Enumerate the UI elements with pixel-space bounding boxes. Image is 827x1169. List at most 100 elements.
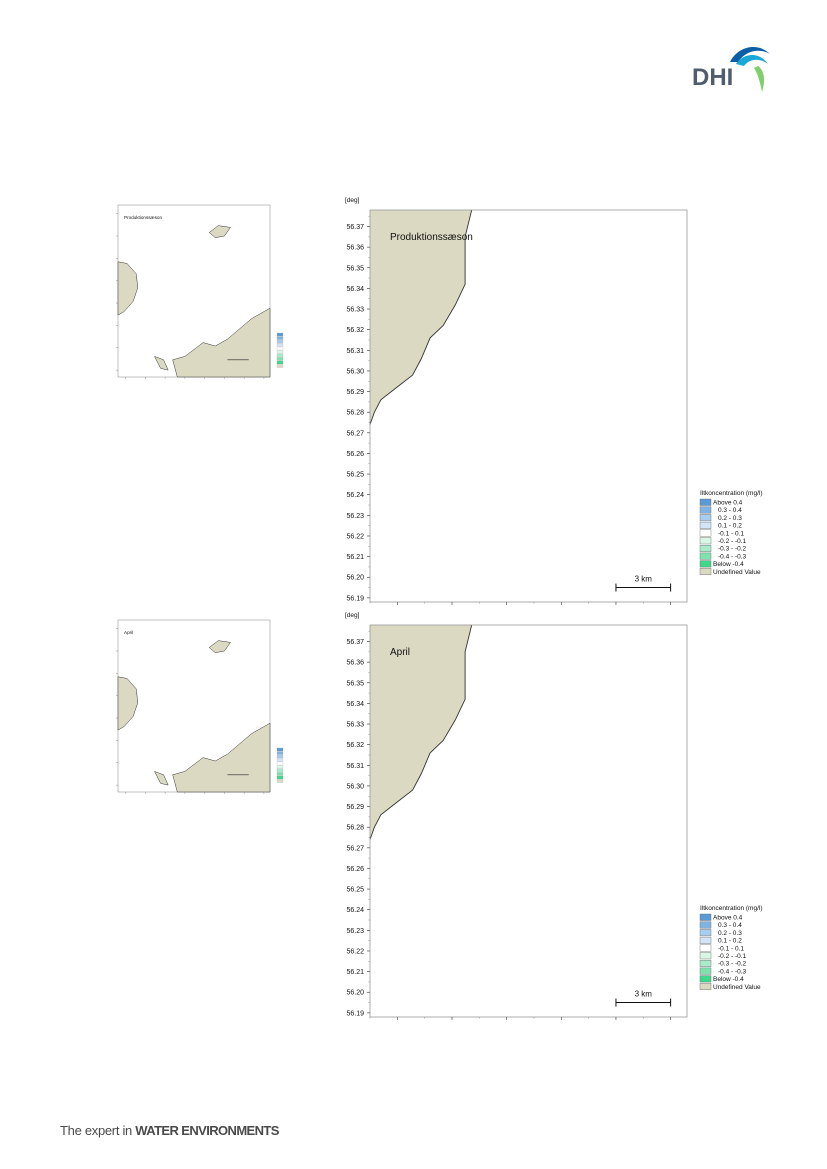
legend-item-label: 0.3 - 0.4 (718, 922, 742, 929)
y-tick-label: 56.20 (346, 990, 364, 997)
map-figure-produktionssaeson: Produktionssæson Produktionssæson 56.19 56.… (116, 197, 763, 605)
main-map-land (370, 210, 472, 425)
y-tick-label: 56.23 (346, 928, 364, 935)
legend-swatch (699, 514, 712, 522)
overview-legend-swatch (276, 332, 284, 337)
y-tick-label: 56.24 (346, 907, 364, 914)
legend-title: Iltkoncentration (mg/l) (700, 490, 763, 497)
overview-legend-swatch (276, 346, 284, 351)
y-tick-label: 56.23 (346, 513, 364, 520)
y-tick-label: 56.36 (346, 660, 364, 667)
legend: Iltkoncentration (mg/l) Above 0.40.3 - 0.… (699, 905, 763, 991)
overview-map-title: April (124, 630, 133, 635)
y-tick-label: 56.31 (346, 348, 364, 355)
main-map-title: Produktionssæson (390, 232, 473, 243)
overview-legend-swatch (276, 761, 284, 766)
y-tick-label: 56.24 (346, 492, 364, 499)
legend-swatch (699, 936, 712, 944)
legend-swatch (699, 913, 712, 921)
y-tick-label: 56.25 (346, 887, 364, 894)
legend-item-label: Below -0.4 (713, 976, 744, 983)
overview-map: April (116, 619, 284, 794)
legend-swatch (699, 529, 712, 537)
main-map-frame (369, 209, 688, 603)
y-tick-label: 56.27 (346, 430, 364, 437)
overview-legend-swatch (276, 765, 284, 769)
legend-item-label: 0.2 - 0.3 (718, 930, 742, 937)
legend-swatch (699, 568, 712, 575)
y-tick-label: 56.26 (346, 451, 364, 458)
y-tick-label: 56.35 (346, 265, 364, 272)
legend-swatch (699, 498, 712, 506)
y-tick-label: 56.30 (346, 783, 364, 790)
y-tick-label: 56.33 (346, 722, 364, 729)
legend-item-label: 0.3 - 0.4 (718, 507, 742, 514)
overview-map-title: Produktionssæson (124, 215, 162, 220)
overview-legend-swatch (276, 751, 284, 755)
legend-swatch (699, 960, 712, 967)
legend-item-label: -0.1 - 0.1 (718, 945, 744, 952)
overview-legend-swatch (276, 350, 284, 354)
overview-legend-swatch (276, 747, 284, 752)
legend-item-label: -0.1 - 0.1 (718, 530, 744, 537)
main-map: Produktionssæson 56.19 56.20 56.21 56.22 56.2… (345, 197, 688, 605)
main-map-frame (369, 624, 688, 1018)
y-tick-label: 56.34 (346, 701, 364, 708)
overview-legend-swatch (276, 758, 284, 762)
legend-item-label: -0.3 - -0.2 (718, 546, 747, 553)
dhi-logo-swirl-icon (730, 47, 770, 92)
y-axis-unit-label: [deg] (345, 197, 360, 204)
legend-swatch (699, 975, 712, 983)
legend-item-label: 0.1 - 0.2 (718, 938, 742, 945)
y-tick-label: 56.21 (346, 554, 364, 561)
y-tick-label: 56.19 (346, 595, 364, 602)
legend-item-label: Below -0.4 (713, 561, 744, 568)
y-tick-label: 56.34 (346, 286, 364, 293)
legend-item-label: -0.2 - -0.1 (718, 538, 747, 545)
main-map-coastline (369, 624, 473, 840)
legend-swatch (699, 545, 712, 552)
y-tick-label: 56.33 (346, 307, 364, 314)
y-tick-label: 56.32 (346, 742, 364, 749)
legend-item-label: 0.1 - 0.2 (718, 523, 742, 530)
legend-swatch (699, 552, 712, 560)
scale-bar-label: 3 km (635, 575, 653, 584)
legend-swatch (699, 560, 712, 568)
overview-legend-swatch (276, 364, 284, 368)
y-tick-label: 56.37 (346, 224, 364, 231)
y-tick-label: 56.37 (346, 639, 364, 646)
overview-legend-swatch (276, 360, 284, 365)
y-tick-label: 56.36 (346, 245, 364, 252)
legend-swatch (699, 537, 712, 545)
y-tick-label: 56.30 (346, 368, 364, 375)
main-map-land (370, 625, 472, 840)
legend: Iltkoncentration (mg/l) Above 0.40.3 - 0.… (699, 490, 763, 576)
overview-map: Produktionssæson (116, 204, 284, 379)
main-map: April 56.19 56.20 56.21 56.22 56.23 56.24 56.25… (345, 612, 688, 1020)
legend-item-label: -0.4 - -0.3 (718, 968, 747, 975)
overview-land-0 (117, 261, 139, 316)
legend-item-label: Above 0.4 (713, 500, 743, 507)
legend-item-label: Undefined Value (713, 569, 761, 576)
main-map-coastline (369, 209, 473, 425)
overview-land-3 (153, 770, 169, 786)
y-tick-label: 56.35 (346, 680, 364, 687)
overview-legend-swatch (276, 353, 284, 358)
y-tick-label: 56.22 (346, 533, 364, 540)
scale-bar-label: 3 km (635, 990, 653, 999)
legend-swatch (699, 952, 712, 960)
legend-swatch (699, 521, 712, 529)
legend-swatch (699, 983, 712, 990)
overview-legend-swatch (276, 336, 284, 340)
overview-legend-swatch (276, 343, 284, 347)
overview-legend-swatch (276, 775, 284, 780)
dhi-logo-text: DHI (692, 64, 734, 91)
legend-item-label: 0.2 - 0.3 (718, 515, 742, 522)
main-map-title: April (390, 647, 410, 658)
overview-land-2 (208, 225, 231, 238)
legend-swatch (699, 506, 712, 514)
overview-land-3 (153, 355, 169, 371)
y-tick-label: 56.31 (346, 763, 364, 770)
y-tick-label: 56.20 (346, 575, 364, 582)
legend-item-label: -0.2 - -0.1 (718, 953, 747, 960)
